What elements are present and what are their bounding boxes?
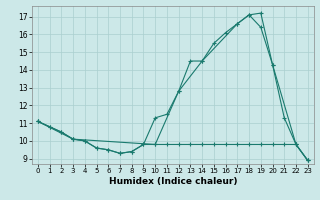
X-axis label: Humidex (Indice chaleur): Humidex (Indice chaleur) [108, 177, 237, 186]
